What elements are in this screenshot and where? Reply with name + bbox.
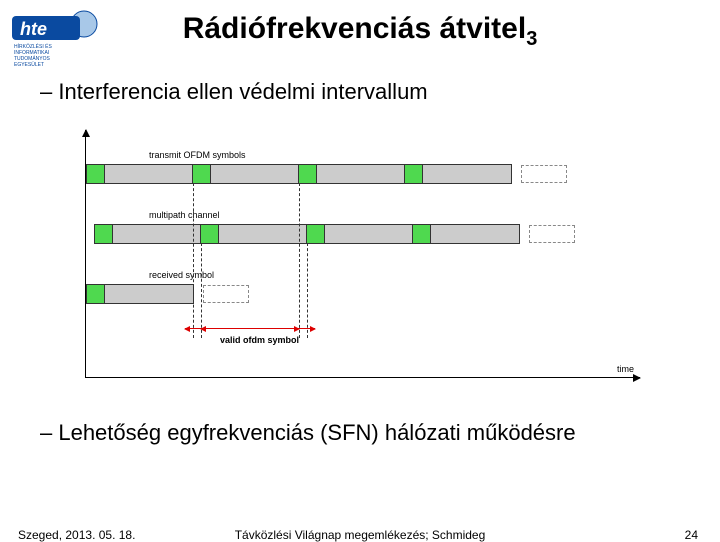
tx-guard bbox=[87, 165, 105, 183]
org-logo: hte HÍRKÖZLÉSI ÉS INFORMATIKAI TUDOMÁNYO… bbox=[12, 10, 107, 70]
bullet-sfn: – Lehetőség egyfrekvenciás (SFN) hálózat… bbox=[40, 420, 680, 446]
tick bbox=[299, 183, 300, 338]
bullet-text: – Lehetőség egyfrekvenciás (SFN) hálózat… bbox=[40, 420, 576, 445]
mp-guard bbox=[95, 225, 113, 243]
tx-guard bbox=[193, 165, 211, 183]
tick bbox=[201, 243, 202, 338]
arrow-valid-span bbox=[201, 328, 299, 329]
label-multipath: multipath channel bbox=[149, 210, 220, 220]
ofdm-guard-interval-diagram: transmit OFDM symbols multipath channel … bbox=[85, 130, 630, 400]
rx-symbol bbox=[105, 285, 193, 303]
svg-text:EGYESÜLET: EGYESÜLET bbox=[14, 61, 44, 68]
mp-symbol bbox=[113, 225, 201, 243]
svg-text:TUDOMÁNYOS: TUDOMÁNYOS bbox=[14, 55, 51, 62]
title-text: Rádiófrekvenciás átvitel bbox=[183, 12, 527, 45]
mp-symbol bbox=[325, 225, 413, 243]
tx-symbol bbox=[317, 165, 405, 183]
mp-guard bbox=[413, 225, 431, 243]
label-valid: valid ofdm symbol bbox=[220, 335, 299, 345]
tick bbox=[307, 243, 308, 338]
bullet-text: – Interferencia ellen védelmi intervallu… bbox=[40, 79, 428, 104]
arrow-guard-right bbox=[299, 328, 315, 329]
tx-symbol bbox=[211, 165, 299, 183]
mp-continuation bbox=[529, 225, 575, 243]
tick bbox=[193, 183, 194, 338]
svg-text:hte: hte bbox=[20, 19, 47, 39]
title-sub: 3 bbox=[526, 28, 537, 50]
svg-text:HÍRKÖZLÉSI ÉS: HÍRKÖZLÉSI ÉS bbox=[14, 43, 52, 50]
label-transmit: transmit OFDM symbols bbox=[149, 150, 246, 160]
mp-guard bbox=[201, 225, 219, 243]
mp-symbol bbox=[431, 225, 519, 243]
axis-x bbox=[85, 377, 640, 378]
arrow-guard-left bbox=[185, 328, 201, 329]
label-received: received symbol bbox=[149, 270, 214, 280]
axis-y bbox=[85, 130, 86, 378]
label-time: time bbox=[617, 364, 634, 374]
mp-guard bbox=[307, 225, 325, 243]
tx-continuation bbox=[521, 165, 567, 183]
tx-symbol bbox=[423, 165, 511, 183]
tx-guard bbox=[405, 165, 423, 183]
rx-continuation bbox=[203, 285, 249, 303]
tx-guard bbox=[299, 165, 317, 183]
rx-guard bbox=[87, 285, 105, 303]
bullet-guard-interval: – Interferencia ellen védelmi intervallu… bbox=[0, 79, 720, 105]
page-title: Rádiófrekvenciás átvitel3 bbox=[0, 0, 720, 51]
mp-symbol bbox=[219, 225, 307, 243]
tx-symbol bbox=[105, 165, 193, 183]
